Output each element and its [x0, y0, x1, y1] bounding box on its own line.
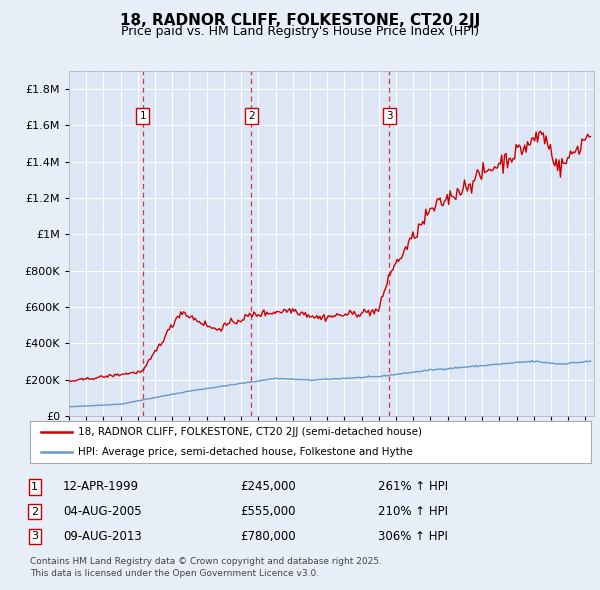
- Text: 1: 1: [139, 111, 146, 121]
- Text: £555,000: £555,000: [240, 505, 296, 518]
- Text: 18, RADNOR CLIFF, FOLKESTONE, CT20 2JJ: 18, RADNOR CLIFF, FOLKESTONE, CT20 2JJ: [120, 13, 480, 28]
- Text: 1: 1: [31, 482, 38, 491]
- Text: 12-APR-1999: 12-APR-1999: [63, 480, 139, 493]
- Text: 2: 2: [31, 507, 38, 516]
- Text: 3: 3: [31, 532, 38, 541]
- Text: 2: 2: [248, 111, 254, 121]
- Text: HPI: Average price, semi-detached house, Folkestone and Hythe: HPI: Average price, semi-detached house,…: [77, 447, 412, 457]
- Text: £245,000: £245,000: [240, 480, 296, 493]
- Text: 261% ↑ HPI: 261% ↑ HPI: [378, 480, 448, 493]
- Text: 09-AUG-2013: 09-AUG-2013: [63, 530, 142, 543]
- Text: 18, RADNOR CLIFF, FOLKESTONE, CT20 2JJ (semi-detached house): 18, RADNOR CLIFF, FOLKESTONE, CT20 2JJ (…: [77, 427, 422, 437]
- Text: Contains HM Land Registry data © Crown copyright and database right 2025.: Contains HM Land Registry data © Crown c…: [30, 558, 382, 566]
- Text: 3: 3: [386, 111, 392, 121]
- Text: Price paid vs. HM Land Registry's House Price Index (HPI): Price paid vs. HM Land Registry's House …: [121, 25, 479, 38]
- Text: £780,000: £780,000: [240, 530, 296, 543]
- Text: 04-AUG-2005: 04-AUG-2005: [63, 505, 142, 518]
- Text: This data is licensed under the Open Government Licence v3.0.: This data is licensed under the Open Gov…: [30, 569, 319, 578]
- Text: 210% ↑ HPI: 210% ↑ HPI: [378, 505, 448, 518]
- Text: 306% ↑ HPI: 306% ↑ HPI: [378, 530, 448, 543]
